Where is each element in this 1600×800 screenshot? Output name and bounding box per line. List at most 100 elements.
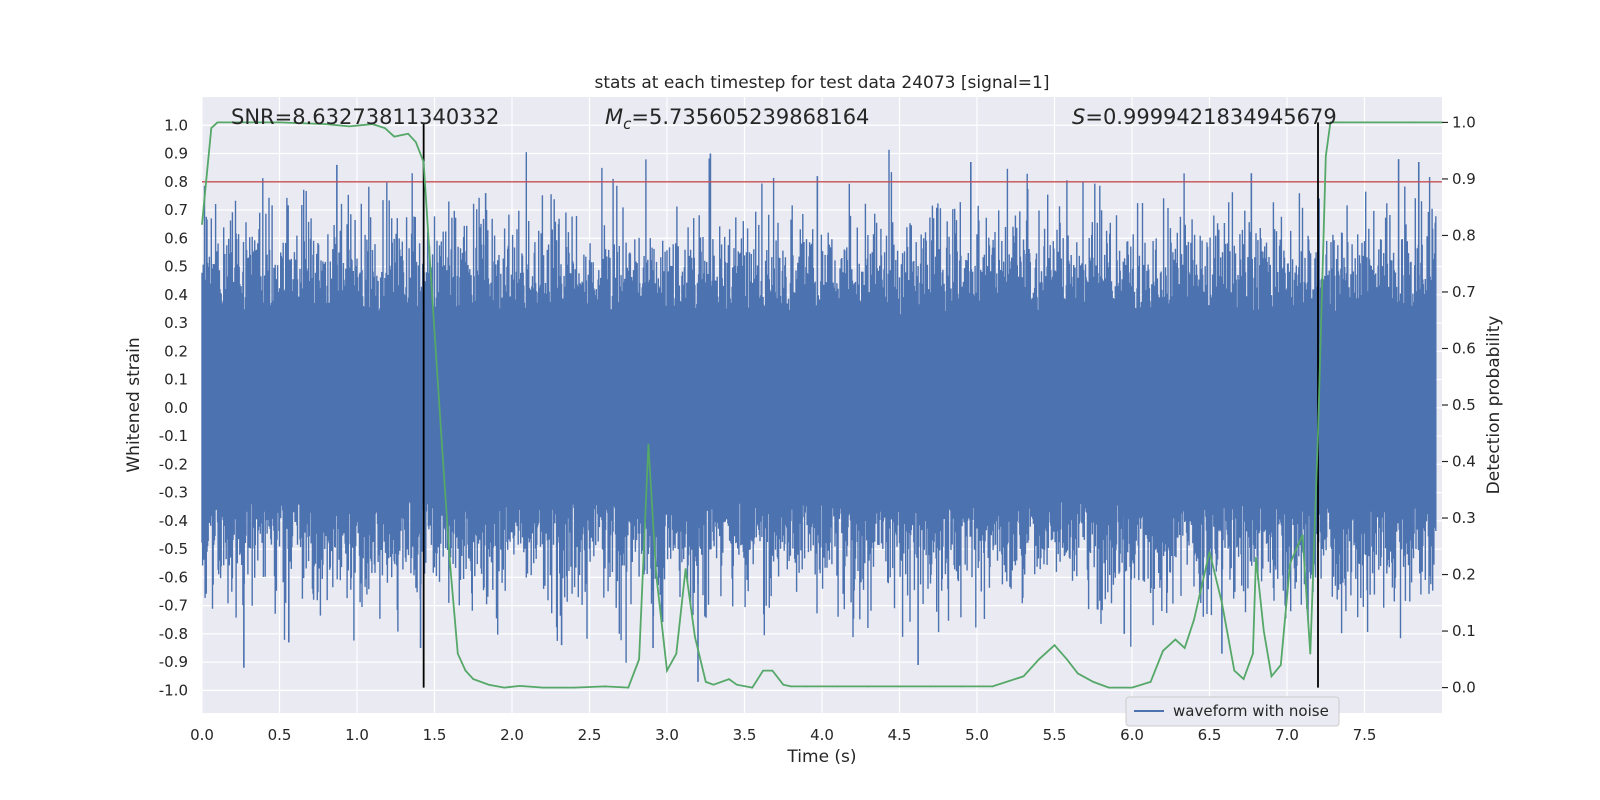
- detection-probability-point: [751, 686, 754, 689]
- detection-probability-point: [371, 123, 374, 125]
- detection-probability-point: [1053, 644, 1056, 646]
- detection-probability-point: [1193, 618, 1195, 621]
- detection-probability-point: [216, 121, 219, 124]
- x-tick-label: 6.5: [1198, 726, 1222, 744]
- detection-probability-point: [210, 127, 213, 129]
- y-tick-label: -0.9: [159, 653, 188, 671]
- y-tick-label: 0.5: [164, 258, 188, 276]
- detection-probability-point: [201, 223, 203, 225]
- y2-tick-label: 0.4: [1452, 453, 1476, 471]
- detection-probability-point: [627, 686, 630, 689]
- y2-tick-label: 0.1: [1452, 622, 1476, 640]
- chirp-mass-annotation: Mc=5.735605239868164: [605, 105, 869, 133]
- detection-probability-point: [1309, 652, 1312, 655]
- score-value: =0.9999421834945679: [1085, 105, 1336, 129]
- y2-tick-label: 1.0: [1452, 113, 1476, 131]
- y-tick-label: 0.4: [164, 286, 188, 304]
- detection-probability-point: [1340, 121, 1343, 124]
- y2-tick-label: 0.7: [1452, 283, 1476, 301]
- y2-tick-label: 0.9: [1452, 170, 1476, 188]
- detection-probability-point: [1317, 432, 1319, 435]
- y-tick-label: -0.1: [159, 427, 188, 445]
- y2-tick-label: 0.0: [1452, 679, 1476, 697]
- x-axis-ticks: 0.0 0.5 1.0 1.5 2.0 2.5 3.0 3.5 4.0 4.5 5.0 5.5 6.0 6…: [190, 726, 1376, 744]
- waveform-series: [201, 149, 1437, 682]
- detection-probability-point: [1329, 121, 1332, 124]
- detection-probability-point: [728, 678, 730, 680]
- y2-axis-ticks: 1.0 0.9 0.8 0.7 0.6 0.5 0.4 0.3 0.2 0.1 0.0: [1442, 113, 1476, 697]
- detection-probability-point: [735, 683, 738, 686]
- y-tick-label: -0.2: [159, 455, 188, 473]
- y-tick-label: 0.2: [164, 342, 188, 360]
- detection-probability-point: [929, 685, 932, 688]
- y-tick-label: -0.8: [159, 625, 188, 643]
- x-tick-label: 0.5: [268, 726, 292, 744]
- x-tick-label: 1.5: [423, 726, 447, 744]
- detection-probability-point: [1255, 556, 1257, 559]
- detection-probability-point: [782, 683, 785, 686]
- waveform-core: [202, 319, 1436, 497]
- y2-tick-label: 0.3: [1452, 509, 1476, 527]
- detection-probability-point: [836, 685, 839, 688]
- chart-title: stats at each timestep for test data 240…: [595, 73, 1050, 93]
- detection-probability-point: [638, 658, 640, 661]
- detection-probability-point: [325, 123, 327, 125]
- detection-probability-point: [1066, 658, 1068, 661]
- detection-probability-point: [790, 685, 792, 688]
- chirp-mass-value: =5.735605239868164: [631, 105, 869, 129]
- detection-probability-point: [278, 121, 281, 124]
- snr-annotation: SNR=8.63273811340332: [231, 105, 499, 129]
- y-axis-ticks: 1.0 0.9 0.8 0.7 0.6 0.5 0.4 0.3 0.2 0.1 0.0 -0.1 -0.…: [159, 116, 188, 699]
- y-tick-label: 0.1: [164, 371, 188, 389]
- detection-probability-point: [604, 685, 606, 688]
- score-symbol: S: [1072, 105, 1085, 129]
- x-tick-label: 3.0: [655, 726, 679, 744]
- detection-probability-point: [666, 669, 668, 672]
- detection-probability-point: [1262, 630, 1265, 632]
- detection-probability-point: [1149, 681, 1152, 683]
- y-tick-label: 0.8: [164, 173, 188, 191]
- detection-probability-point: [1301, 534, 1304, 536]
- detection-probability-point: [464, 669, 467, 672]
- x-tick-label: 6.0: [1120, 726, 1144, 744]
- y-tick-label: 0.6: [164, 229, 188, 247]
- y-tick-label: -0.7: [159, 597, 188, 615]
- detection-probability-point: [675, 652, 678, 655]
- detection-probability-point: [1208, 551, 1211, 553]
- detection-probability-point: [805, 685, 808, 688]
- detection-probability-point: [232, 121, 234, 124]
- detection-probability-point: [1107, 686, 1110, 689]
- detection-probability-point: [472, 678, 475, 680]
- detection-probability-point: [1289, 562, 1291, 565]
- detection-probability-point: [1363, 121, 1366, 124]
- detection-probability-point: [1174, 638, 1177, 641]
- detection-probability-point: [1076, 672, 1079, 675]
- probability-series: [201, 121, 1443, 689]
- detection-probability-point: [991, 685, 994, 688]
- y-tick-label: -0.6: [159, 568, 188, 586]
- detection-probability-point: [960, 685, 963, 688]
- y2-axis-label: Detection probability: [1484, 316, 1504, 495]
- x-tick-label: 2.0: [500, 726, 524, 744]
- x-tick-label: 0.0: [190, 726, 214, 744]
- y-tick-label: 1.0: [164, 116, 188, 134]
- detection-probability-point: [1410, 121, 1412, 124]
- y2-tick-label: 0.2: [1452, 566, 1476, 584]
- detection-probability-point: [407, 132, 409, 135]
- detection-probability-point: [503, 686, 506, 689]
- detection-probability-point: [1131, 686, 1133, 689]
- detection-probability-point: [712, 683, 715, 686]
- x-tick-label: 4.5: [888, 726, 912, 744]
- detection-probability-point: [1252, 652, 1254, 655]
- detection-probability-point: [1038, 658, 1040, 661]
- y-axis-label: Whitened strain: [124, 337, 144, 472]
- detection-probability-point: [487, 683, 490, 686]
- y2-tick-label: 0.8: [1452, 226, 1476, 244]
- legend: waveform with noise: [1125, 696, 1340, 727]
- detection-probability-point: [449, 562, 451, 565]
- y2-tick-label: 0.6: [1452, 339, 1476, 357]
- score-annotation: S=0.9999421834945679: [1072, 105, 1337, 129]
- legend-label: waveform with noise: [1173, 702, 1329, 720]
- x-tick-label: 3.5: [733, 726, 757, 744]
